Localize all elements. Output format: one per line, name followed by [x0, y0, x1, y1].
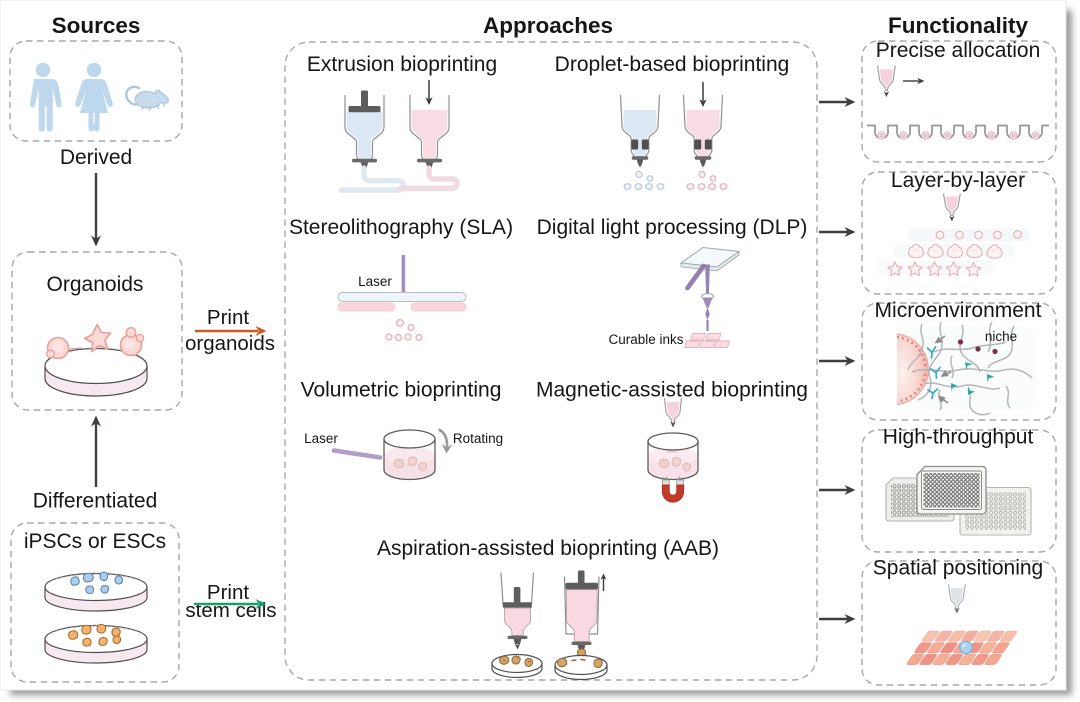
svg-text:High-throughput: High-throughput	[883, 426, 1034, 449]
svg-text:Volumetric bioprinting: Volumetric bioprinting	[301, 379, 502, 402]
svg-text:Digital light processing (DLP): Digital light processing (DLP)	[537, 216, 808, 239]
svg-text:Organoids: Organoids	[47, 273, 144, 296]
svg-text:iPSCs or ESCs: iPSCs or ESCs	[24, 530, 166, 553]
svg-text:Curable inks: Curable inks	[608, 332, 683, 347]
svg-text:Microenvironment: Microenvironment	[875, 299, 1042, 322]
svg-text:Droplet-based bioprinting: Droplet-based bioprinting	[555, 53, 790, 76]
svg-text:Sources: Sources	[52, 13, 141, 38]
svg-text:Laser: Laser	[304, 431, 338, 446]
svg-text:Print: Print	[207, 581, 249, 604]
svg-text:Extrusion bioprinting: Extrusion bioprinting	[307, 53, 497, 76]
svg-text:Spatial positioning: Spatial positioning	[873, 557, 1043, 580]
svg-text:Magnetic-assisted bioprinting: Magnetic-assisted bioprinting	[536, 379, 808, 402]
svg-text:Functionality: Functionality	[888, 13, 1028, 38]
svg-text:Aspiration-assisted bioprintin: Aspiration-assisted bioprinting (AAB)	[377, 537, 719, 560]
svg-text:Rotating: Rotating	[453, 431, 503, 446]
svg-text:Layer-by-layer: Layer-by-layer	[891, 169, 1025, 192]
svg-text:Differentiated: Differentiated	[33, 490, 158, 513]
svg-text:Laser: Laser	[358, 274, 392, 289]
svg-text:Approaches: Approaches	[483, 13, 613, 38]
svg-text:niche: niche	[985, 329, 1017, 344]
svg-text:Derived: Derived	[60, 146, 132, 169]
svg-text:Print: Print	[207, 306, 249, 329]
svg-text:Stereolithography (SLA): Stereolithography (SLA)	[289, 216, 513, 239]
svg-text:Precise allocation: Precise allocation	[876, 39, 1041, 62]
svg-text:organoids: organoids	[185, 332, 275, 355]
